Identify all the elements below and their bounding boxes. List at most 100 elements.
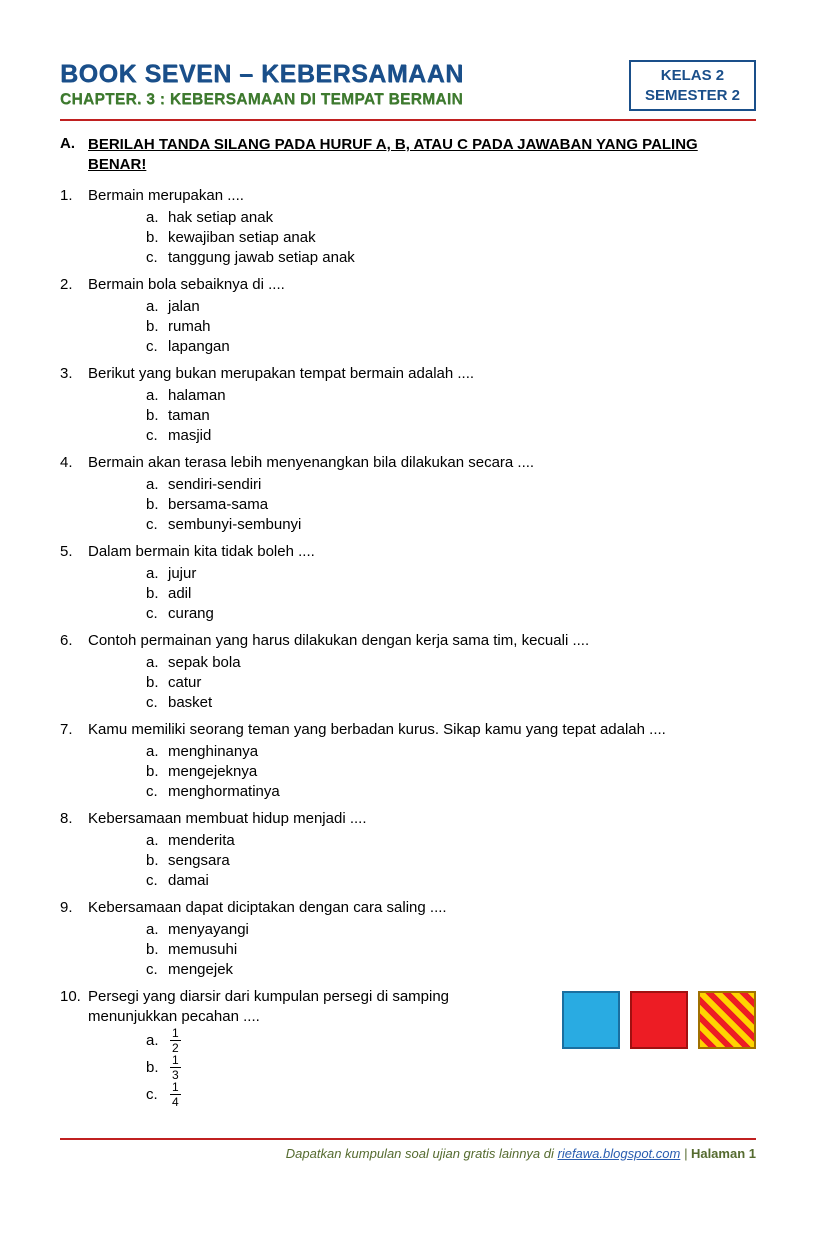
option-text: hak setiap anak [168,208,273,228]
option-text: sengsara [168,851,230,871]
option-text: sendiri-sendiri [168,475,261,495]
footer-pretext: Dapatkan kumpulan soal ujian gratis lain… [286,1146,558,1161]
option-letter: c. [146,248,168,268]
footer-sep: | [680,1146,691,1161]
option[interactable]: b.kewajiban setiap anak [146,228,756,248]
question-text: Persegi yang diarsir dari kumpulan perse… [88,987,542,1028]
options: a.sepak bolab.caturc.basket [88,653,756,714]
option[interactable]: b.adil [146,584,756,604]
question-number: 5. [60,542,88,562]
option-letter: a. [146,742,168,762]
option[interactable]: a.hak setiap anak [146,208,756,228]
fraction: 14 [170,1081,181,1108]
options: a.jujurb.adilc.curang [88,564,756,625]
question-number: 3. [60,364,88,384]
option[interactable]: b.mengejeknya [146,762,756,782]
option[interactable]: c.menghormatinya [146,782,756,802]
question-item: 7.Kamu memiliki seorang teman yang berba… [60,720,756,803]
option-text: damai [168,871,209,891]
option-text: menderita [168,831,235,851]
option-letter: a. [146,208,168,228]
option[interactable]: b.sengsara [146,851,756,871]
option[interactable]: b.13 [88,1054,542,1081]
question-list: 1.Bermain merupakan ....a.hak setiap ana… [60,186,756,981]
question-item: 6.Contoh permainan yang harus dilakukan … [60,631,756,714]
option[interactable]: a.halaman [146,386,756,406]
question-item: 3.Berikut yang bukan merupakan tempat be… [60,364,756,447]
option-letter: a. [146,831,168,851]
options: a.menderitab.sengsarac.damai [88,831,756,892]
option-letter: a. [146,475,168,495]
question-number: 4. [60,453,88,473]
option-letter: c. [146,960,168,980]
option-letter: b. [146,406,168,426]
option-text: rumah [168,317,211,337]
option[interactable]: b.taman [146,406,756,426]
option-text: taman [168,406,210,426]
option[interactable]: c.damai [146,871,756,891]
fraction: 12 [170,1027,181,1054]
option-letter: b. [146,495,168,515]
question-item: 4.Bermain akan terasa lebih menyenangkan… [60,453,756,536]
question-text: Bermain akan terasa lebih menyenangkan b… [88,453,756,473]
option-text: basket [168,693,212,713]
option-text: memusuhi [168,940,237,960]
option-text: mengejek [168,960,233,980]
option-letter: a. [146,386,168,406]
option-text: tanggung jawab setiap anak [168,248,355,268]
option[interactable]: a.menghinanya [146,742,756,762]
option[interactable]: a.jalan [146,297,756,317]
option-letter: a. [146,564,168,584]
options: a.hak setiap anakb.kewajiban setiap anak… [88,208,756,269]
question-text: Berikut yang bukan merupakan tempat berm… [88,364,756,384]
option[interactable]: b.catur [146,673,756,693]
option[interactable]: b.bersama-sama [146,495,756,515]
square-striped [698,991,756,1049]
option-letter: a. [146,1029,168,1053]
question-text: Bermain bola sebaiknya di .... [88,275,756,295]
option-letter: b. [146,317,168,337]
option[interactable]: c.mengejek [146,960,756,980]
option[interactable]: c.tanggung jawab setiap anak [146,248,756,268]
option[interactable]: a.sendiri-sendiri [146,475,756,495]
footer-rule [60,1138,756,1140]
option-letter: c. [146,1083,168,1107]
option[interactable]: a.menderita [146,831,756,851]
option-letter: c. [146,515,168,535]
question-item: 2.Bermain bola sebaiknya di ....a.jalanb… [60,275,756,358]
option-letter: a. [146,297,168,317]
option-text: jalan [168,297,200,317]
option-text: menghinanya [168,742,258,762]
option[interactable]: b.memusuhi [146,940,756,960]
option-letter: b. [146,1056,168,1080]
square-red [630,991,688,1049]
option[interactable]: a.sepak bola [146,653,756,673]
question-text: Kamu memiliki seorang teman yang berbada… [88,720,756,740]
class-line-2: SEMESTER 2 [645,86,740,106]
option[interactable]: b.rumah [146,317,756,337]
chapter-line: CHAPTER. 3 : KEBERSAMAAN DI TEMPAT BERMA… [60,91,621,109]
question-number: 1. [60,186,88,206]
options: a.sendiri-sendirib.bersama-samac.sembuny… [88,475,756,536]
option-text: adil [168,584,191,604]
option[interactable]: a.menyayangi [146,920,756,940]
footer-page: Halaman 1 [691,1146,756,1161]
option-letter: c. [146,337,168,357]
option-letter: b. [146,851,168,871]
option[interactable]: a.jujur [146,564,756,584]
question-number: 9. [60,898,88,918]
header: BOOK SEVEN – KEBERSAMAAN CHAPTER. 3 : KE… [60,60,756,111]
option[interactable]: c.masjid [146,426,756,446]
option-letter: b. [146,584,168,604]
option[interactable]: c.basket [146,693,756,713]
question-item: 1.Bermain merupakan ....a.hak setiap ana… [60,186,756,269]
option[interactable]: c.curang [146,604,756,624]
option-letter: b. [146,228,168,248]
option[interactable]: c.sembunyi-sembunyi [146,515,756,535]
option[interactable]: c.lapangan [146,337,756,357]
option[interactable]: a.12 [88,1027,542,1054]
question-10-options: a.12b.13c.14 [88,1027,542,1108]
question-item: 5.Dalam bermain kita tidak boleh ....a.j… [60,542,756,625]
option[interactable]: c.14 [88,1081,542,1108]
footer-link[interactable]: riefawa.blogspot.com [558,1146,681,1161]
